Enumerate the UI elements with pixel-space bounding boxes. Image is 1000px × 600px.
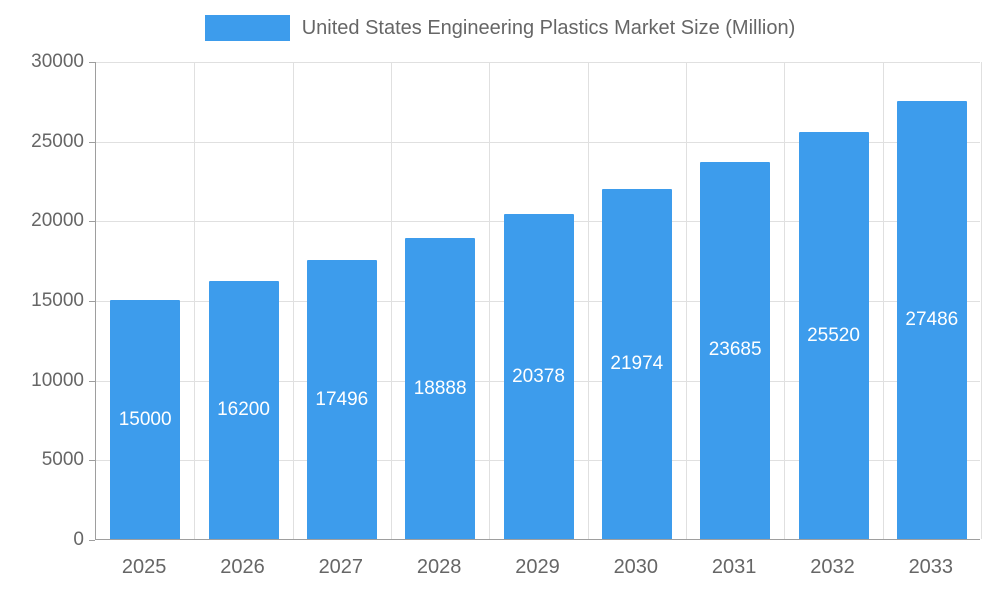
- bar-2029[interactable]: 20378: [503, 214, 574, 539]
- bar-2028[interactable]: 18888: [405, 238, 476, 539]
- h-gridline: [96, 141, 980, 143]
- x-tick-label: 2033: [908, 556, 954, 578]
- y-tick-mark: [89, 301, 95, 302]
- x-tick-label: 2029: [515, 556, 560, 578]
- bar-value-label: 21974: [610, 352, 664, 374]
- legend-item[interactable]: United States Engineering Plastics Marke…: [0, 15, 1000, 41]
- y-tick-mark: [89, 380, 95, 382]
- v-gridline: [981, 62, 982, 539]
- y-tick-mark: [89, 460, 95, 462]
- bar-value-label: 15000: [118, 408, 172, 430]
- bar-2027[interactable]: 17496: [306, 260, 377, 539]
- y-tick-label: 30000: [31, 51, 84, 72]
- bar-2031[interactable]: 23685: [700, 161, 771, 539]
- y-tick-label: 10000: [31, 369, 84, 391]
- bar-2026[interactable]: 16200: [208, 280, 279, 539]
- v-gridline: [882, 62, 884, 539]
- h-gridline: [96, 62, 980, 63]
- v-gridline: [587, 62, 589, 539]
- y-tick-label: 5000: [41, 449, 84, 471]
- x-tick-label: 2028: [416, 556, 462, 578]
- bar-value-label: 16200: [217, 398, 270, 420]
- x-tick-label: 2032: [810, 556, 855, 578]
- v-gridline: [391, 62, 392, 539]
- v-gridline: [489, 62, 491, 539]
- v-gridline: [686, 62, 687, 539]
- bar-2033[interactable]: 27486: [896, 101, 967, 539]
- x-tick-label: 2031: [711, 556, 757, 578]
- plot-area: 15000 16200 17496 18888 20378 21974 23685 25520…: [95, 62, 982, 540]
- x-tick-label: 2025: [121, 556, 167, 578]
- x-tick-label: 2027: [318, 556, 364, 578]
- legend-swatch-icon: [204, 15, 290, 41]
- v-gridline: [194, 62, 196, 539]
- y-tick-label: 15000: [31, 290, 84, 311]
- bar-value-label: 18888: [413, 377, 467, 399]
- x-tick-label: 2030: [613, 556, 659, 578]
- bar-value-label: 17496: [315, 388, 369, 410]
- v-gridline: [292, 62, 294, 539]
- bar-value-label: 20378: [512, 365, 565, 387]
- y-tick-label: 0: [73, 529, 84, 550]
- bar-2030[interactable]: 21974: [601, 188, 672, 539]
- y-tick-mark: [89, 62, 95, 63]
- bar-value-label: 23685: [708, 339, 762, 361]
- bar-2025[interactable]: 15000: [110, 300, 181, 539]
- y-tick-label: 20000: [31, 210, 84, 232]
- v-gridline: [784, 62, 786, 539]
- bar-value-label: 27486: [905, 309, 959, 331]
- chart-title: United States Engineering Plastics Marke…: [301, 16, 796, 39]
- y-tick-label: 25000: [31, 130, 84, 152]
- y-tick-mark: [89, 540, 95, 541]
- y-tick-mark: [89, 141, 95, 143]
- y-tick-mark: [89, 221, 95, 223]
- x-tick-label: 2026: [220, 556, 265, 578]
- bar-2032[interactable]: 25520: [798, 132, 869, 539]
- bar-value-label: 25520: [807, 324, 860, 346]
